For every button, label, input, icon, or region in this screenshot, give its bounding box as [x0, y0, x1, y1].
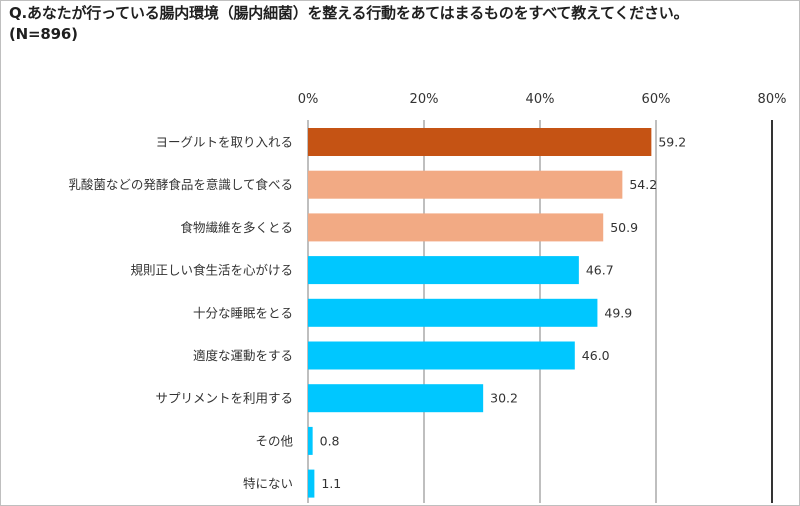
category-label: ヨーグルトを取り入れる — [155, 135, 293, 150]
chart-title: Q.あなたが行っている腸内環境（腸内細菌）を整える行動をあてはまるものをすべて教… — [9, 3, 689, 45]
bar — [308, 213, 604, 242]
category-label: 適度な運動をする — [193, 348, 293, 363]
data-label: 54.2 — [629, 177, 657, 192]
chart-title-question: Q.あなたが行っている腸内環境（腸内細菌）を整える行動をあてはまるものをすべて教… — [9, 4, 689, 22]
category-label: 特にない — [243, 476, 293, 491]
x-tick-label: 80% — [758, 92, 787, 107]
bar — [308, 298, 598, 327]
data-label: 30.2 — [490, 391, 518, 406]
bar — [308, 341, 575, 370]
category-label: 規則正しい食生活を心がける — [130, 263, 293, 278]
data-label: 50.9 — [610, 220, 638, 235]
chart-title-sample-size: (N=896) — [9, 25, 78, 43]
x-tick-label: 60% — [642, 92, 671, 107]
data-label: 46.0 — [582, 348, 610, 363]
data-label: 46.7 — [586, 263, 614, 278]
category-label: サプリメントを利用する — [155, 391, 293, 406]
bars — [308, 128, 652, 498]
bar — [308, 170, 623, 199]
bar — [308, 256, 579, 285]
data-label: 59.2 — [658, 135, 686, 150]
category-label: 乳酸菌などの発酵食品を意識して食べる — [68, 177, 293, 192]
bar — [308, 128, 652, 156]
category-label: 十分な睡眠をとる — [193, 305, 293, 320]
category-label: 食物繊維を多くとる — [180, 220, 293, 235]
category-label: その他 — [255, 433, 293, 448]
data-label: 49.9 — [604, 305, 632, 320]
category-labels: ヨーグルトを取り入れる乳酸菌などの発酵食品を意識して食べる食物繊維を多くとる規則… — [68, 135, 293, 492]
x-tick-label: 20% — [410, 92, 439, 107]
bar — [308, 426, 313, 455]
value-labels: 59.2 54.2 50.9 46.7 49.9 46.0 30.2 0.8 1.1 — [320, 135, 687, 492]
x-axis-ticks: 0% 20% 40% 60% 80% — [298, 92, 787, 107]
x-tick-label: 40% — [526, 92, 555, 107]
bar — [308, 469, 315, 498]
data-label: 1.1 — [321, 476, 341, 491]
data-label: 0.8 — [320, 433, 340, 448]
bar — [308, 384, 484, 413]
x-tick-label: 0% — [298, 92, 319, 107]
